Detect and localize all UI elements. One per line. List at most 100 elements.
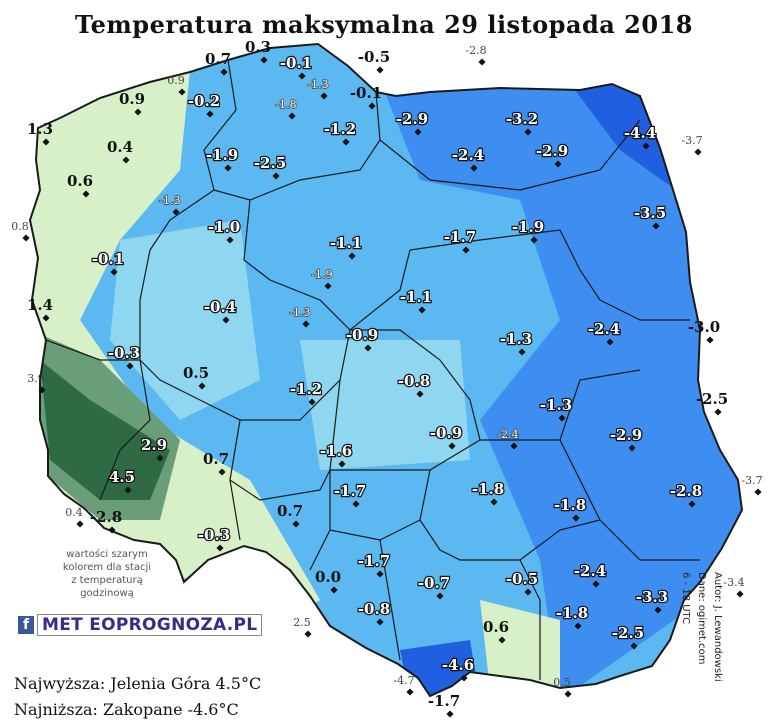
station-marker bbox=[122, 156, 130, 164]
station: -1.9 bbox=[311, 267, 333, 290]
station-temperature-label: -3.3 bbox=[636, 588, 668, 606]
station-temperature-label: -0.5 bbox=[358, 48, 390, 66]
station-temperature-label: 0.5 bbox=[183, 364, 209, 382]
station-temperature-label: -2.9 bbox=[536, 142, 568, 160]
station: 0.8 bbox=[11, 220, 30, 242]
station-marker bbox=[82, 190, 90, 198]
station: -1.7 bbox=[443, 227, 477, 254]
station: -3.7 bbox=[681, 134, 703, 156]
station: 0.9 bbox=[119, 90, 145, 116]
station-marker bbox=[352, 500, 360, 508]
station: -2.8 bbox=[90, 508, 122, 534]
station: 1.3 bbox=[27, 120, 53, 146]
station-temperature-label: 2.5 bbox=[293, 616, 311, 629]
station-temperature-label: -0.1 bbox=[280, 54, 312, 72]
station-temperature-label: 0.3 bbox=[245, 38, 271, 56]
station-marker bbox=[572, 514, 580, 522]
station-marker bbox=[42, 314, 50, 322]
station-temperature-label: -0.5 bbox=[506, 570, 538, 588]
station-temperature-label: -0.9 bbox=[346, 326, 378, 344]
station-marker bbox=[688, 500, 696, 508]
station-marker bbox=[218, 468, 226, 476]
station: -1.8 bbox=[553, 495, 587, 522]
station-marker bbox=[124, 486, 132, 494]
station: -2.4 bbox=[587, 319, 621, 346]
station-marker bbox=[198, 382, 206, 390]
station-temperature-label: -3.2 bbox=[506, 110, 538, 128]
station: -1.3 bbox=[307, 77, 329, 100]
station-marker bbox=[342, 138, 350, 146]
station-marker bbox=[220, 68, 228, 76]
station-marker bbox=[694, 148, 702, 156]
station-marker bbox=[706, 336, 714, 344]
station-marker bbox=[574, 622, 582, 630]
station: -1.9 bbox=[511, 217, 545, 244]
facebook-icon[interactable]: f bbox=[18, 616, 34, 634]
station: -1.1 bbox=[399, 287, 433, 314]
station-marker bbox=[76, 520, 84, 528]
station: -1.7 bbox=[428, 692, 460, 718]
station-marker bbox=[754, 488, 762, 496]
station-temperature-label: 2.9 bbox=[141, 436, 167, 454]
station-marker bbox=[558, 414, 566, 422]
station-marker bbox=[736, 590, 744, 598]
station-marker bbox=[368, 102, 376, 110]
station: -2.5 bbox=[253, 153, 287, 180]
station-temperature-label: -2.5 bbox=[254, 154, 286, 172]
station-marker bbox=[524, 128, 532, 136]
station-temperature-label: -3.7 bbox=[681, 134, 702, 147]
station-marker bbox=[348, 252, 356, 260]
station: -2.9 bbox=[609, 425, 643, 452]
station-temperature-label: -0.2 bbox=[188, 92, 220, 110]
station: -2.9 bbox=[395, 109, 429, 136]
station: -1.3 bbox=[539, 395, 573, 422]
station: -1.8 bbox=[471, 479, 505, 506]
station-marker bbox=[302, 320, 310, 328]
station-marker bbox=[308, 398, 316, 406]
station-marker bbox=[108, 526, 116, 534]
station: -0.5 bbox=[358, 48, 390, 74]
station-marker bbox=[564, 690, 572, 698]
station: -2.4 bbox=[573, 561, 607, 588]
station-temperature-label: -0.1 bbox=[92, 250, 124, 268]
station: -0.1 bbox=[279, 53, 313, 80]
station: 0.6 bbox=[67, 172, 93, 198]
station-temperature-label: -1.9 bbox=[206, 146, 238, 164]
legend-note: wartości szarym kolorem dla stacji z tem… bbox=[52, 548, 162, 600]
poland-border bbox=[28, 42, 744, 698]
station-marker bbox=[222, 316, 230, 324]
station: 2.5 bbox=[293, 616, 312, 638]
station-temperature-label: -1.2 bbox=[324, 120, 356, 138]
station: 0.9 bbox=[167, 74, 186, 96]
station-temperature-label: 0.9 bbox=[167, 74, 185, 87]
station-marker bbox=[216, 544, 224, 552]
station-temperature-label: -2.4 bbox=[497, 428, 518, 441]
station-marker bbox=[364, 344, 372, 352]
station: -0.3 bbox=[107, 343, 141, 370]
station-temperature-label: -1.3 bbox=[289, 306, 310, 319]
credit-source: Dane: ogimet.com bbox=[696, 572, 707, 665]
station-marker bbox=[606, 338, 614, 346]
station-temperature-label: -3.4 bbox=[723, 576, 744, 589]
station-marker bbox=[518, 348, 526, 356]
station-temperature-label: -1.3 bbox=[307, 78, 328, 91]
brand-logo[interactable]: f MET EOPROGNOZA.PL bbox=[18, 612, 263, 638]
station-marker bbox=[134, 108, 142, 116]
station-marker bbox=[206, 110, 214, 118]
station-temperature-label: -0.3 bbox=[198, 526, 230, 544]
station: 0.7 bbox=[277, 502, 303, 528]
station-marker bbox=[414, 128, 422, 136]
station: 0.3 bbox=[245, 38, 271, 64]
station: -1.7 bbox=[357, 551, 391, 578]
station: 0.0 bbox=[315, 568, 341, 594]
station-marker bbox=[642, 142, 650, 150]
cold-east-region bbox=[380, 80, 742, 696]
station-temperature-label: -1.8 bbox=[275, 98, 296, 111]
station: -1.0 bbox=[207, 217, 241, 244]
station-temperature-label: -1.3 bbox=[159, 194, 180, 207]
station: -3.3 bbox=[635, 587, 669, 614]
station-temperature-label: 0.9 bbox=[119, 90, 145, 108]
station: -1.1 bbox=[329, 233, 363, 260]
station-temperature-label: -0.9 bbox=[430, 424, 462, 442]
station-marker bbox=[628, 444, 636, 452]
